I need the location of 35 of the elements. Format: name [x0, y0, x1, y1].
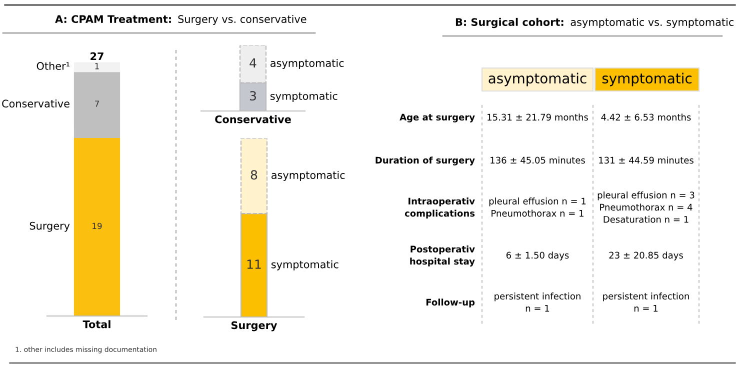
text: persistent infection n = 1: [603, 292, 689, 312]
text: pleural effusion n = 3 Pneumothorax n = 4 Desaturation n = 1: [598, 191, 694, 223]
category-label: asymptomatic: [488, 72, 586, 86]
category-label: Duration of surgery: [376, 156, 475, 166]
text: 6 ± 1.50 days: [506, 252, 569, 260]
series-label: Other¹: [36, 62, 70, 70]
category-label: Age at surgery: [400, 114, 475, 122]
category-label: Postoperativ hospital stay: [410, 246, 475, 266]
data-label: 8: [250, 170, 258, 180]
total-label: 27: [90, 52, 104, 60]
category-label: symptomatic: [602, 72, 692, 86]
series-label: symptomatic: [271, 260, 338, 270]
data-label: 1: [95, 63, 99, 70]
text: persistent infection n = 1: [494, 292, 580, 312]
data-label: 19: [92, 222, 102, 230]
data-label: 11: [247, 260, 261, 269]
series-label: asymptomatic: [272, 170, 345, 182]
text: B: Surgical cohort: asymptomatic vs. symptomatic: [456, 18, 734, 28]
data-label: 3: [250, 91, 256, 101]
x-tick-label: Total: [82, 320, 110, 328]
series-label: asymptomatic: [270, 58, 344, 70]
category-label: Follow-up: [426, 298, 475, 308]
data-label: 4: [250, 58, 256, 68]
text: 23 ± 20.85 days: [609, 252, 683, 260]
data-label: 7: [95, 100, 99, 107]
text: pleural effusion n = 1 Pneumothorax n = 1: [489, 198, 586, 217]
text: 131 ± 44.59 minutes: [599, 156, 694, 164]
text: 136 ± 45.05 minutes: [490, 156, 585, 164]
text: A: CPAM Treatment: Surgery vs. conservative: [55, 14, 306, 26]
text: 15.31 ± 21.79 months: [488, 114, 588, 121]
text: 4.42 ± 6.53 months: [601, 114, 691, 121]
series-label: Surgery: [30, 222, 70, 232]
series-label: symptomatic: [270, 92, 338, 102]
series-label: Conservative: [2, 99, 70, 108]
category-label: Intraoperativ complications: [404, 198, 475, 218]
